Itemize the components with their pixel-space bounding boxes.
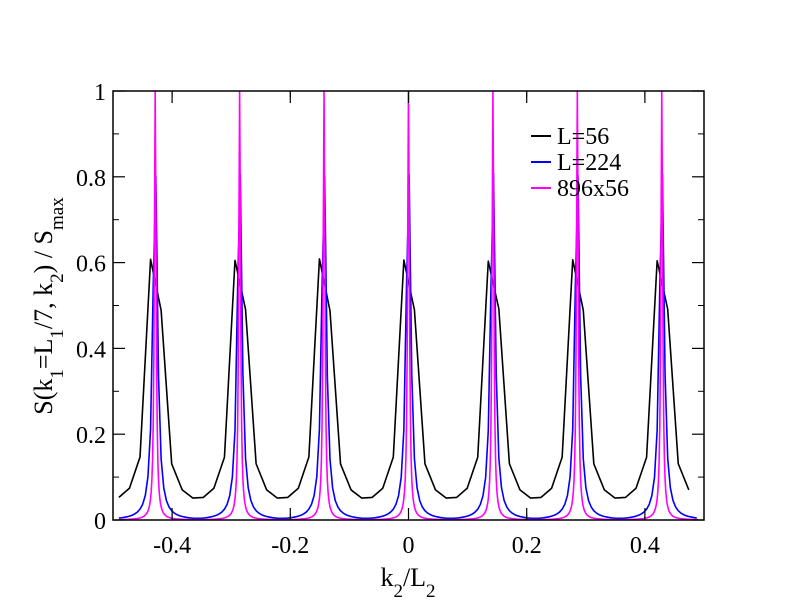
legend-label: 896x56 (557, 176, 629, 202)
series-line-l-56 (118, 258, 690, 499)
y-tick-label: 0.6 (76, 252, 106, 278)
y-axis-title: S(k1=L1/7, k2) / Smax (29, 197, 68, 415)
x-axis-title: k2/L2 (380, 563, 435, 602)
y-tick-label: 0.2 (76, 423, 106, 449)
x-tick-label: -0.2 (271, 533, 309, 559)
legend-label: L=224 (557, 150, 621, 176)
x-tick-label: 0 (403, 533, 415, 559)
x-tick-label: 0.4 (630, 533, 660, 559)
y-tick-label: 0.8 (76, 166, 106, 192)
y-tick-label: 0 (94, 509, 106, 535)
x-tick-label: 0.2 (512, 533, 542, 559)
y-tick-label: 0.4 (76, 337, 106, 363)
y-tick-label: 1 (94, 80, 106, 106)
x-tick-label: -0.4 (153, 533, 191, 559)
tick-layer: -0.4 -0.2 0 0.2 0.4 0 0.2 0.4 0.6 0.8 1 (76, 80, 704, 559)
legend-label: L=56 (557, 124, 609, 150)
